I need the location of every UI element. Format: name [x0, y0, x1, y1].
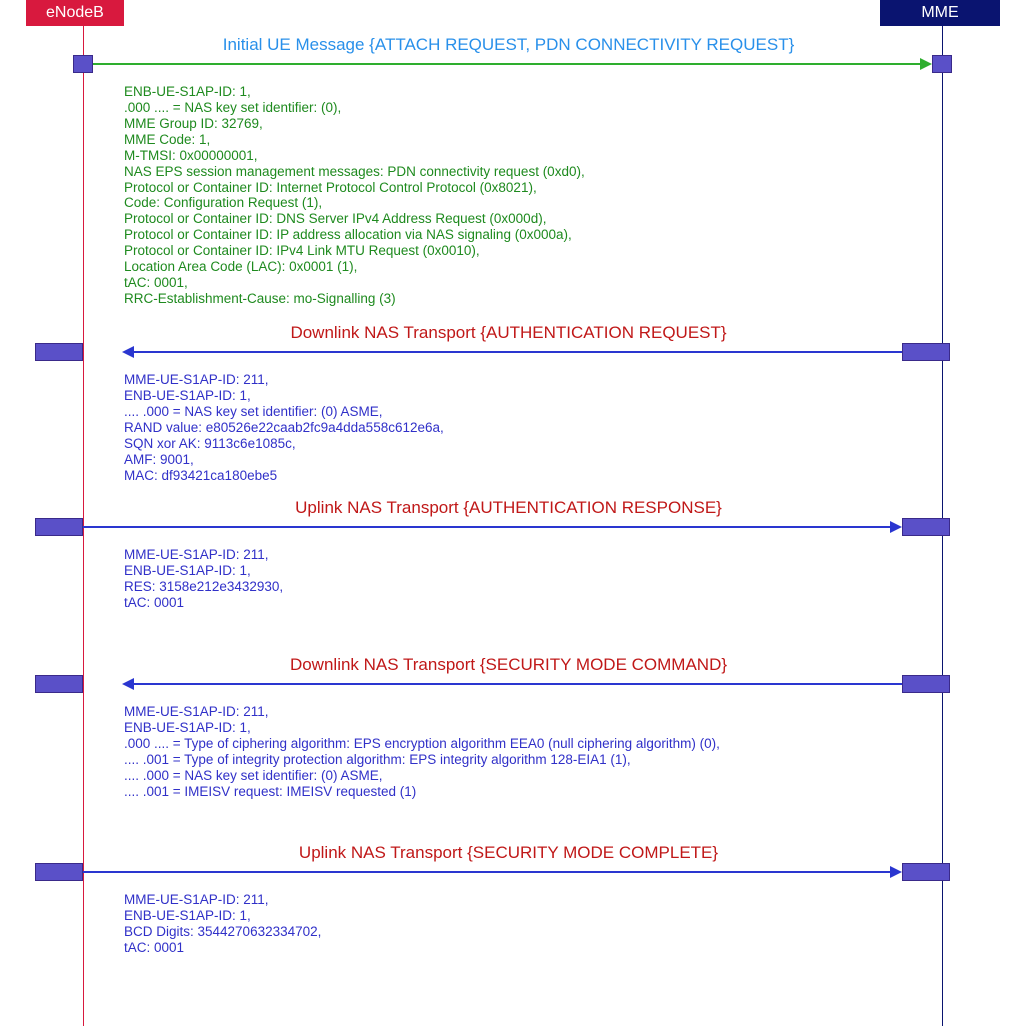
msg3-arrowhead-icon [890, 521, 902, 533]
msg3-arrow [83, 526, 890, 528]
msg1-details: ENB-UE-S1AP-ID: 1, .000 .... = NAS key s… [124, 84, 585, 307]
msg1-activation-src [73, 55, 93, 73]
msg5-arrowhead-icon [890, 866, 902, 878]
msg5-activation-dst [902, 863, 950, 881]
msg3-activation-dst [902, 518, 950, 536]
actor-enodeb-header: eNodeB [26, 0, 124, 26]
msg3-title: Uplink NAS Transport {AUTHENTICATION RES… [0, 498, 1017, 518]
msg4-activation-src [902, 675, 950, 693]
msg2-title: Downlink NAS Transport {AUTHENTICATION R… [0, 323, 1017, 343]
msg4-details: MME-UE-S1AP-ID: 211, ENB-UE-S1AP-ID: 1, … [124, 704, 720, 800]
actor-mme-label: MME [921, 4, 958, 21]
msg5-arrow [83, 871, 890, 873]
msg2-details: MME-UE-S1AP-ID: 211, ENB-UE-S1AP-ID: 1, … [124, 372, 444, 483]
msg1-arrowhead-icon [920, 58, 932, 70]
msg4-activation-dst [35, 675, 83, 693]
msg5-activation-src [35, 863, 83, 881]
msg1-arrow [93, 63, 920, 65]
actor-mme-header: MME [880, 0, 1000, 26]
msg5-title: Uplink NAS Transport {SECURITY MODE COMP… [0, 843, 1017, 863]
msg1-activation-dst [932, 55, 952, 73]
msg3-details: MME-UE-S1AP-ID: 211, ENB-UE-S1AP-ID: 1, … [124, 547, 283, 611]
msg4-arrow [134, 683, 902, 685]
msg5-details: MME-UE-S1AP-ID: 211, ENB-UE-S1AP-ID: 1, … [124, 892, 321, 956]
msg2-arrow [134, 351, 902, 353]
actor-enodeb-label: eNodeB [46, 4, 104, 21]
msg3-activation-src [35, 518, 83, 536]
msg4-title: Downlink NAS Transport {SECURITY MODE CO… [0, 655, 1017, 675]
msg2-activation-src [902, 343, 950, 361]
msg1-title: Initial UE Message {ATTACH REQUEST, PDN … [0, 35, 1017, 55]
msg4-arrowhead-icon [122, 678, 134, 690]
msg2-arrowhead-icon [122, 346, 134, 358]
msg2-activation-dst [35, 343, 83, 361]
